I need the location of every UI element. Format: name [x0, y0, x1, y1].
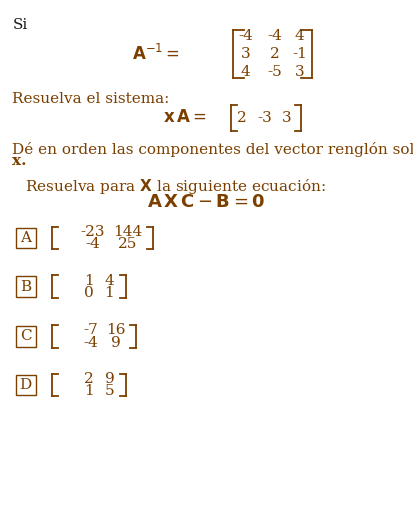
- Text: -3: -3: [257, 111, 272, 125]
- Text: -4: -4: [83, 335, 98, 350]
- Text: 4: 4: [241, 65, 251, 79]
- Text: Resuelva para $\mathbf{X}$ la siguiente ecuación:: Resuelva para $\mathbf{X}$ la siguiente …: [25, 177, 325, 196]
- Text: 1: 1: [84, 273, 94, 288]
- Text: 3: 3: [241, 47, 251, 61]
- Text: -4: -4: [267, 29, 282, 43]
- Text: Dé en orden las componentes del vector renglón solución: Dé en orden las componentes del vector r…: [12, 142, 413, 157]
- Text: Resuelva el sistema:: Resuelva el sistema:: [12, 92, 170, 106]
- Text: 144: 144: [114, 225, 142, 239]
- FancyBboxPatch shape: [16, 228, 36, 248]
- Text: $\mathbf{A}^{-1}=$: $\mathbf{A}^{-1}=$: [132, 44, 180, 64]
- FancyBboxPatch shape: [16, 375, 36, 395]
- FancyBboxPatch shape: [16, 326, 36, 347]
- Text: 1: 1: [84, 384, 94, 398]
- Text: 0: 0: [84, 286, 94, 300]
- Text: 4: 4: [294, 29, 304, 43]
- Text: 9: 9: [111, 335, 121, 350]
- Text: 1: 1: [104, 286, 114, 300]
- Text: -23: -23: [81, 225, 105, 239]
- Text: 16: 16: [106, 323, 126, 337]
- Text: -4: -4: [85, 237, 100, 251]
- Text: -5: -5: [267, 65, 282, 79]
- FancyBboxPatch shape: [16, 276, 36, 297]
- Text: 3: 3: [282, 111, 292, 125]
- Text: 4: 4: [104, 273, 114, 288]
- Text: 5: 5: [104, 384, 114, 398]
- Text: A: A: [20, 231, 31, 245]
- Text: 25: 25: [119, 237, 138, 251]
- Text: 2: 2: [270, 47, 280, 61]
- Text: $\mathbf{A}\,\mathbf{X}\,\mathbf{C}-\mathbf{B}=\mathbf{0}$: $\mathbf{A}\,\mathbf{X}\,\mathbf{C}-\mat…: [147, 193, 266, 211]
- Text: 2: 2: [237, 111, 247, 125]
- Text: Si: Si: [12, 18, 28, 32]
- Text: $\mathbf{x}\,\mathbf{A}=$: $\mathbf{x}\,\mathbf{A}=$: [163, 109, 206, 126]
- Text: B: B: [20, 280, 31, 294]
- Text: 9: 9: [104, 372, 114, 386]
- Text: -1: -1: [292, 47, 307, 61]
- Text: 2: 2: [84, 372, 94, 386]
- Text: 3: 3: [294, 65, 304, 79]
- Text: D: D: [19, 378, 32, 392]
- Text: -4: -4: [238, 29, 253, 43]
- Text: -7: -7: [83, 323, 98, 337]
- Text: x.: x.: [12, 154, 27, 167]
- Text: C: C: [20, 329, 31, 344]
